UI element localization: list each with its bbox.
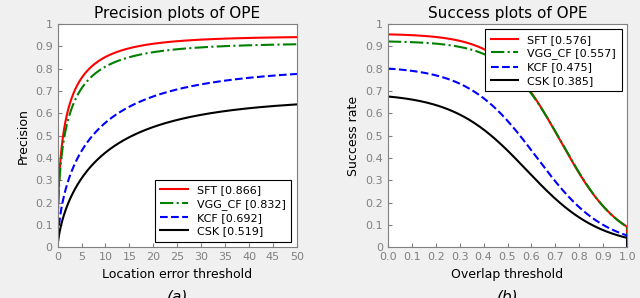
VGG_CF [0.832] <box>54 246 61 249</box>
CSK [0.519] <box>54 246 61 249</box>
CSK [0.385] <box>384 95 392 98</box>
Line: VGG_CF [0.557]: VGG_CF [0.557] <box>388 41 627 247</box>
Line: KCF [0.692]: KCF [0.692] <box>58 74 297 247</box>
Line: KCF [0.475]: KCF [0.475] <box>388 69 627 247</box>
Line: CSK [0.519]: CSK [0.519] <box>58 104 297 247</box>
Y-axis label: Success rate: Success rate <box>347 96 360 176</box>
SFT [0.576] <box>490 52 497 56</box>
VGG_CF [0.557] <box>490 57 497 60</box>
SFT [0.866] <box>159 41 167 44</box>
CSK [0.385] <box>490 136 497 139</box>
KCF [0.475] <box>384 67 392 70</box>
SFT [0.866] <box>293 35 301 39</box>
KCF [0.475] <box>575 205 582 209</box>
Line: SFT [0.576]: SFT [0.576] <box>388 34 627 247</box>
KCF [0.692] <box>159 91 167 95</box>
SFT [0.576] <box>384 32 392 36</box>
VGG_CF [0.832] <box>78 86 86 89</box>
SFT [0.576] <box>408 33 416 37</box>
SFT [0.866] <box>150 42 158 45</box>
SFT [0.866] <box>218 37 226 41</box>
SFT [0.866] <box>241 36 248 40</box>
VGG_CF [0.832] <box>159 49 167 52</box>
CSK [0.385] <box>481 128 488 132</box>
CSK [0.519] <box>241 107 248 111</box>
VGG_CF [0.557] <box>571 163 579 167</box>
VGG_CF [0.557] <box>408 41 416 44</box>
SFT [0.576] <box>575 171 582 175</box>
CSK [0.385] <box>623 246 631 249</box>
Line: SFT [0.866]: SFT [0.866] <box>58 37 297 247</box>
CSK [0.385] <box>575 215 582 219</box>
SFT [0.866] <box>78 76 86 79</box>
X-axis label: Location error threshold: Location error threshold <box>102 268 252 281</box>
SFT [0.576] <box>571 164 579 167</box>
Y-axis label: Precision: Precision <box>17 108 29 164</box>
KCF [0.692] <box>244 76 252 80</box>
CSK [0.519] <box>78 176 86 179</box>
CSK [0.385] <box>548 194 556 198</box>
SFT [0.866] <box>54 246 61 249</box>
Title: Success plots of OPE: Success plots of OPE <box>428 6 588 21</box>
VGG_CF [0.832] <box>293 43 301 46</box>
VGG_CF [0.832] <box>244 44 252 47</box>
SFT [0.576] <box>623 246 631 249</box>
SFT [0.576] <box>548 125 556 128</box>
CSK [0.385] <box>571 212 579 216</box>
VGG_CF [0.557] <box>548 124 556 128</box>
KCF [0.475] <box>490 105 497 108</box>
CSK [0.519] <box>244 106 252 110</box>
KCF [0.692] <box>218 79 226 83</box>
VGG_CF [0.557] <box>481 52 488 56</box>
VGG_CF [0.557] <box>575 170 582 174</box>
Title: Precision plots of OPE: Precision plots of OPE <box>94 6 260 21</box>
KCF [0.475] <box>408 69 416 73</box>
KCF [0.692] <box>54 246 61 249</box>
Line: CSK [0.385]: CSK [0.385] <box>388 97 627 247</box>
X-axis label: Overlap threshold: Overlap threshold <box>451 268 564 281</box>
CSK [0.385] <box>408 98 416 101</box>
Line: VGG_CF [0.832]: VGG_CF [0.832] <box>58 44 297 247</box>
KCF [0.692] <box>78 148 86 152</box>
KCF [0.692] <box>150 94 158 98</box>
VGG_CF [0.557] <box>623 246 631 249</box>
Text: (b): (b) <box>497 290 518 298</box>
Text: (a): (a) <box>166 290 188 298</box>
CSK [0.519] <box>218 110 226 113</box>
KCF [0.475] <box>481 97 488 101</box>
KCF [0.475] <box>548 176 556 179</box>
KCF [0.692] <box>293 72 301 76</box>
VGG_CF [0.832] <box>150 50 158 54</box>
KCF [0.692] <box>241 77 248 80</box>
VGG_CF [0.557] <box>384 40 392 43</box>
CSK [0.519] <box>159 122 167 126</box>
Legend: SFT [0.866], VGG_CF [0.832], KCF [0.692], CSK [0.519]: SFT [0.866], VGG_CF [0.832], KCF [0.692]… <box>155 180 291 242</box>
CSK [0.519] <box>293 103 301 106</box>
KCF [0.475] <box>571 201 579 204</box>
VGG_CF [0.832] <box>218 44 226 48</box>
CSK [0.519] <box>150 125 158 128</box>
Legend: SFT [0.576], VGG_CF [0.557], KCF [0.475], CSK [0.385]: SFT [0.576], VGG_CF [0.557], KCF [0.475]… <box>485 30 621 91</box>
KCF [0.475] <box>623 246 631 249</box>
VGG_CF [0.832] <box>241 44 248 47</box>
SFT [0.866] <box>244 36 252 40</box>
SFT [0.576] <box>481 48 488 51</box>
